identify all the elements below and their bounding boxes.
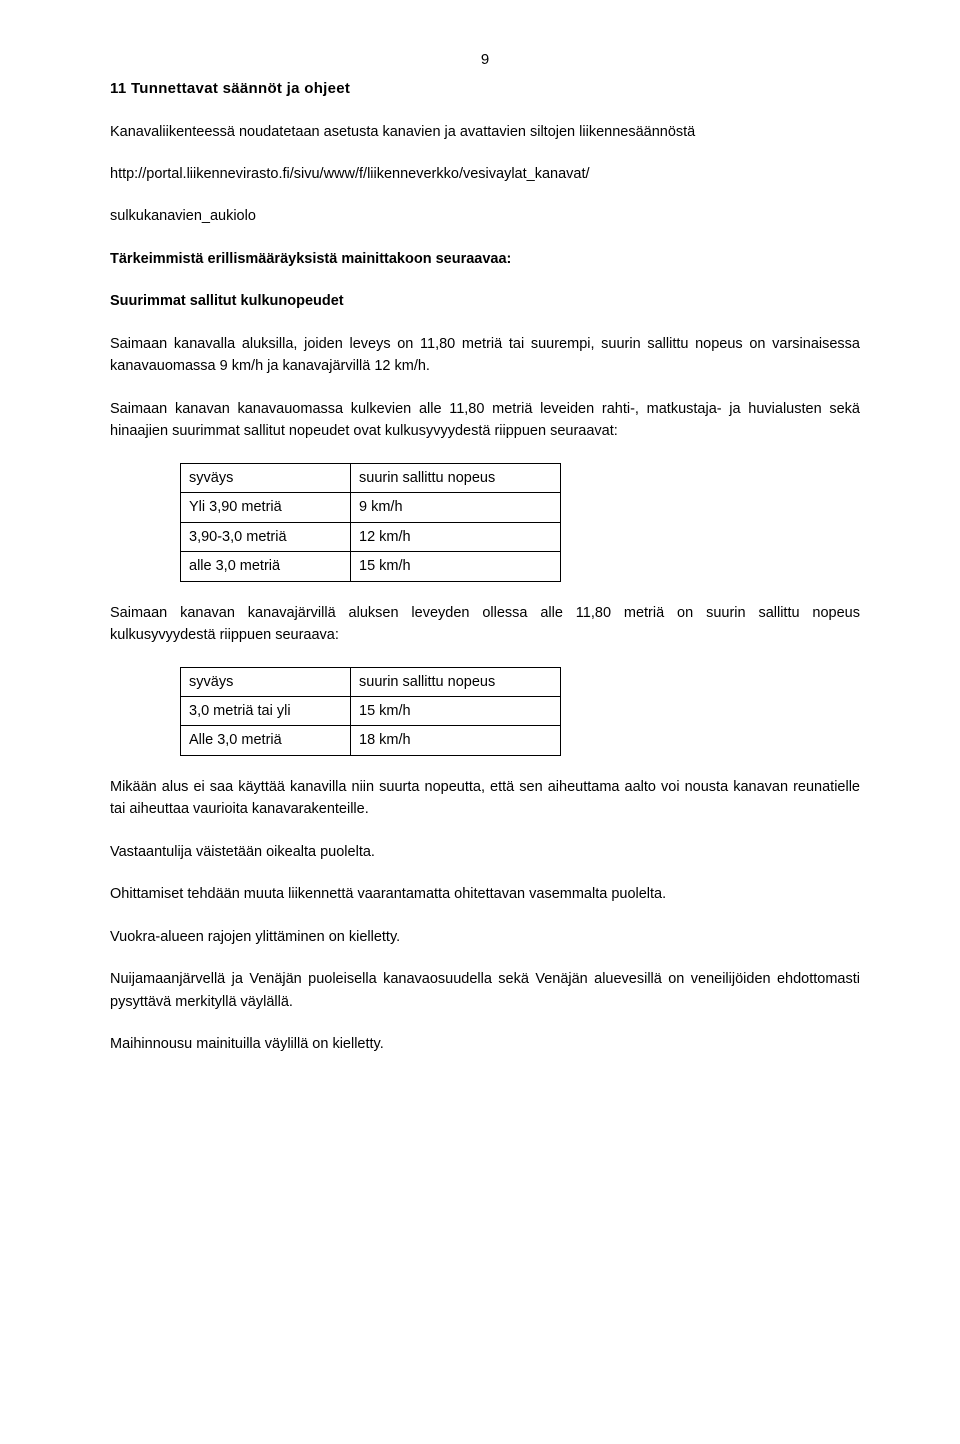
paragraph-6: Ohittamiset tehdään muuta liikennettä va… [110, 883, 860, 905]
document-page: 9 11 Tunnettavat säännöt ja ohjeet Kanav… [0, 0, 960, 1444]
paragraph-2: Saimaan kanavan kanavauomassa kulkevien … [110, 398, 860, 443]
table-cell: 15 km/h [351, 552, 561, 581]
table-cell: 3,0 metriä tai yli [181, 697, 351, 726]
table-cell: Yli 3,90 metriä [181, 493, 351, 522]
subheading: Suurimmat sallitut kulkunopeudet [110, 290, 860, 312]
section-title: Tunnettavat säännöt ja ohjeet [131, 80, 350, 97]
table-row: alle 3,0 metriä 15 km/h [181, 552, 561, 581]
paragraph-5: Vastaantulija väistetään oikealta puolel… [110, 841, 860, 863]
table-cell: Alle 3,0 metriä [181, 726, 351, 755]
section-number: 11 [110, 80, 126, 97]
table-cell: 12 km/h [351, 522, 561, 551]
section-heading: 11 Tunnettavat säännöt ja ohjeet [110, 77, 860, 100]
paragraph-8: Nuijamaanjärvellä ja Venäjän puoleisella… [110, 968, 860, 1013]
table-row: 3,90-3,0 metriä 12 km/h [181, 522, 561, 551]
table-row: Yli 3,90 metriä 9 km/h [181, 493, 561, 522]
paragraph-1: Saimaan kanavalla aluksilla, joiden leve… [110, 333, 860, 378]
page-number: 9 [110, 48, 860, 71]
lead-in: Tärkeimmistä erillismääräyksistä mainitt… [110, 248, 860, 270]
table-cell: alle 3,0 metriä [181, 552, 351, 581]
table-row: Alle 3,0 metriä 18 km/h [181, 726, 561, 755]
table-row: 3,0 metriä tai yli 15 km/h [181, 697, 561, 726]
table-header-cell: suurin sallittu nopeus [351, 463, 561, 492]
table-cell: 3,90-3,0 metriä [181, 522, 351, 551]
table-header-cell: suurin sallittu nopeus [351, 667, 561, 696]
url-line-1: http://portal.liikennevirasto.fi/sivu/ww… [110, 163, 860, 185]
paragraph-9: Maihinnousu mainituilla väylillä on kiel… [110, 1033, 860, 1055]
speed-table-1: syväys suurin sallittu nopeus Yli 3,90 m… [180, 463, 561, 582]
intro-paragraph: Kanavaliikenteessä noudatetaan asetusta … [110, 121, 860, 143]
table-header-cell: syväys [181, 463, 351, 492]
table-cell: 15 km/h [351, 697, 561, 726]
speed-table-2: syväys suurin sallittu nopeus 3,0 metriä… [180, 667, 561, 756]
paragraph-7: Vuokra-alueen rajojen ylittäminen on kie… [110, 926, 860, 948]
table-header-cell: syväys [181, 667, 351, 696]
table-row: syväys suurin sallittu nopeus [181, 667, 561, 696]
table-cell: 9 km/h [351, 493, 561, 522]
table-row: syväys suurin sallittu nopeus [181, 463, 561, 492]
paragraph-4: Mikään alus ei saa käyttää kanavilla nii… [110, 776, 860, 821]
paragraph-3: Saimaan kanavan kanavajärvillä aluksen l… [110, 602, 860, 647]
table-cell: 18 km/h [351, 726, 561, 755]
url-line-2: sulkukanavien_aukiolo [110, 205, 860, 227]
